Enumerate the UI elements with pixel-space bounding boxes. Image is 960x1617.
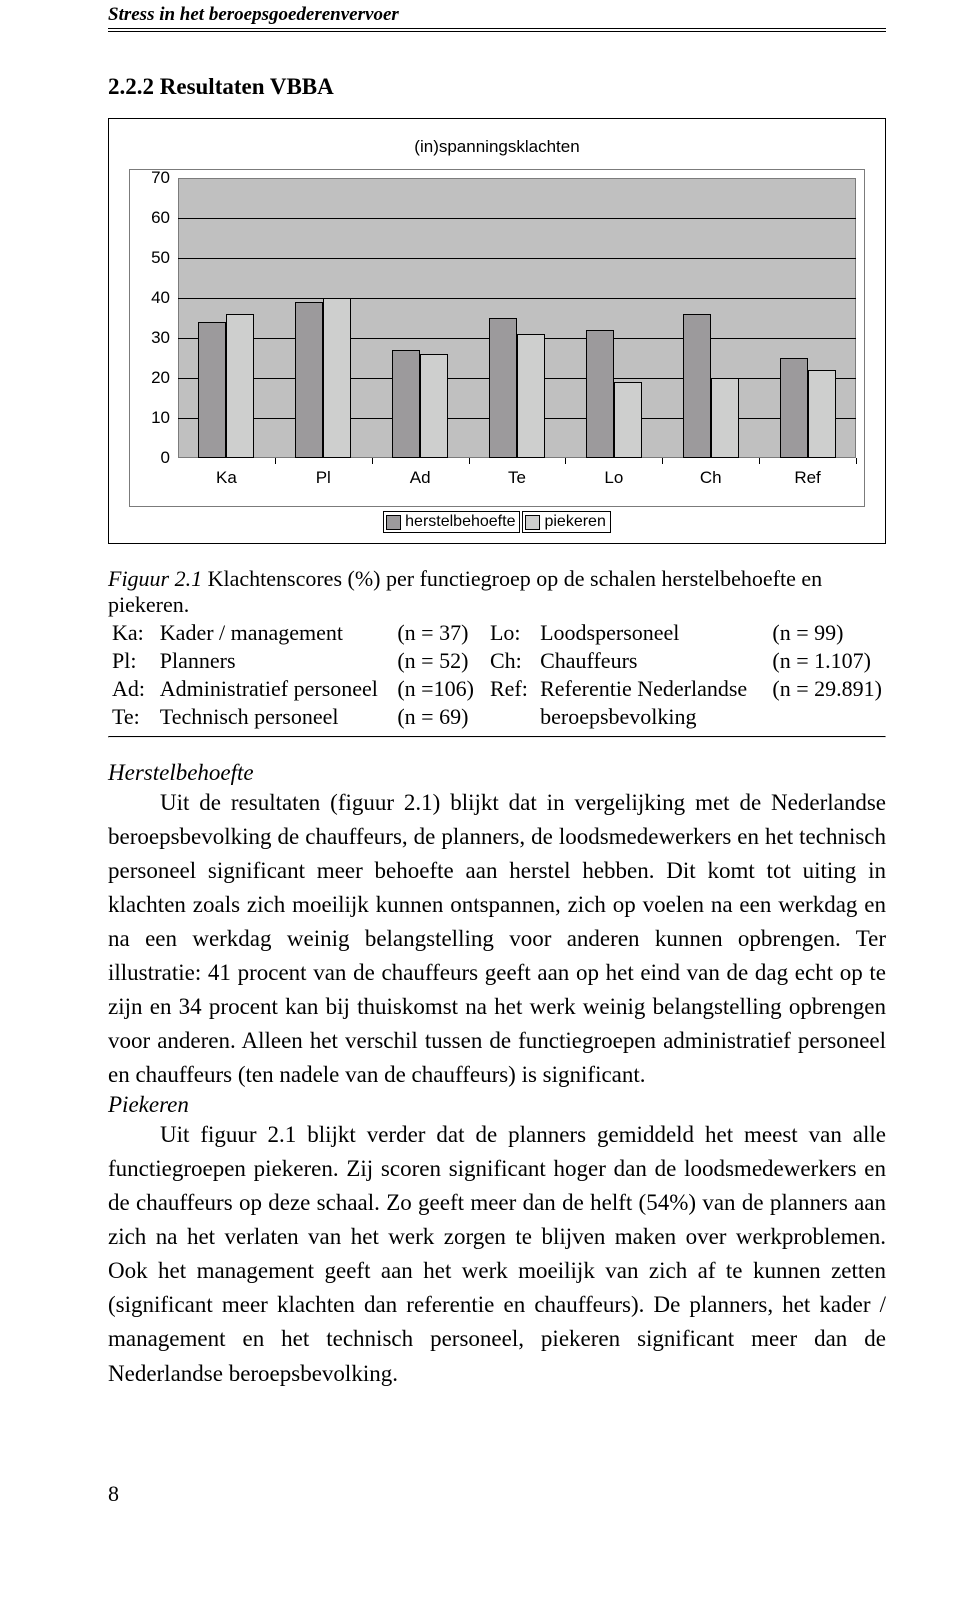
bar-herstelbehoefte-Te: [489, 318, 517, 458]
y-axis-label: 30: [130, 328, 170, 348]
legend-swatch-icon: [386, 515, 401, 530]
bar-piekeren-Pl: [323, 298, 351, 458]
bar-herstelbehoefte-Ka: [198, 322, 226, 458]
bar-piekeren-Ka: [226, 314, 254, 458]
y-axis-label: 20: [130, 368, 170, 388]
bar-piekeren-Ref: [808, 370, 836, 458]
bar-piekeren-Te: [517, 334, 545, 458]
legend-underline: [108, 736, 886, 738]
legend-row: Ad:Administratief personeel(n =106)Ref:R…: [108, 676, 886, 704]
legend-label: herstelbehoefte: [405, 513, 515, 531]
chart-container: (in)spanningsklachten 0 10 20 30 40 50 60 70 Ka P…: [108, 118, 886, 544]
y-axis-label: 0: [130, 448, 170, 468]
bar-herstelbehoefte-Lo: [586, 330, 614, 458]
x-axis-label: Pl: [316, 468, 331, 488]
bar-piekeren-Lo: [614, 382, 642, 458]
y-axis-label: 40: [130, 288, 170, 308]
x-axis-label: Ref: [794, 468, 820, 488]
bar-piekeren-Ad: [420, 354, 448, 458]
bar-herstelbehoefte-Ad: [392, 350, 420, 458]
legend-item-piekeren: piekeren: [522, 511, 610, 533]
legend-row: Pl:Planners(n = 52)Ch:Chauffeurs(n = 1.1…: [108, 648, 886, 676]
running-header: Stress in het beroepsgoederenvervoer: [108, 0, 886, 28]
legend-row: Ka:Kader / management(n = 37)Lo:Loodsper…: [108, 620, 886, 648]
page-number: 8: [108, 1481, 886, 1507]
legend-item-herstelbehoefte: herstelbehoefte: [383, 511, 520, 533]
legend-swatch-icon: [525, 515, 540, 530]
group-legend-table: Ka:Kader / management(n = 37)Lo:Loodsper…: [108, 620, 886, 732]
y-axis-label: 50: [130, 248, 170, 268]
y-axis-label: 70: [130, 168, 170, 188]
chart-legend: herstelbehoefte piekeren: [129, 511, 865, 533]
paragraph-herstelbehoefte: Uit de resultaten (figuur 2.1) blijkt da…: [108, 786, 886, 1092]
x-axis-label: Ch: [700, 468, 722, 488]
x-axis-label: Lo: [604, 468, 623, 488]
subheading-herstelbehoefte: Herstelbehoefte: [108, 760, 886, 786]
bar-piekeren-Ch: [711, 378, 739, 458]
y-axis-label: 10: [130, 408, 170, 428]
bar-herstelbehoefte-Ref: [780, 358, 808, 458]
paragraph-piekeren: Uit figuur 2.1 blijkt verder dat de plan…: [108, 1118, 886, 1390]
header-rule-bottom: [108, 31, 886, 32]
subheading-piekeren: Piekeren: [108, 1092, 886, 1118]
bar-chart: 0 10 20 30 40 50 60 70 Ka Pl Ad Te Lo Ch Ref: [129, 169, 865, 507]
chart-title: (in)spanningsklachten: [129, 137, 865, 157]
x-axis-label: Te: [508, 468, 526, 488]
section-heading: 2.2.2 Resultaten VBBA: [108, 74, 886, 100]
figure-caption: Figuur 2.1 Klachtenscores (%) per functi…: [108, 566, 886, 618]
bar-herstelbehoefte-Pl: [295, 302, 323, 458]
legend-label: piekeren: [544, 513, 605, 531]
header-rule-top: [108, 28, 886, 29]
x-axis-label: Ad: [410, 468, 431, 488]
y-axis-label: 60: [130, 208, 170, 228]
x-axis-label: Ka: [216, 468, 237, 488]
bar-herstelbehoefte-Ch: [683, 314, 711, 458]
legend-row: Te:Technisch personeel(n = 69)beroepsbev…: [108, 704, 886, 732]
